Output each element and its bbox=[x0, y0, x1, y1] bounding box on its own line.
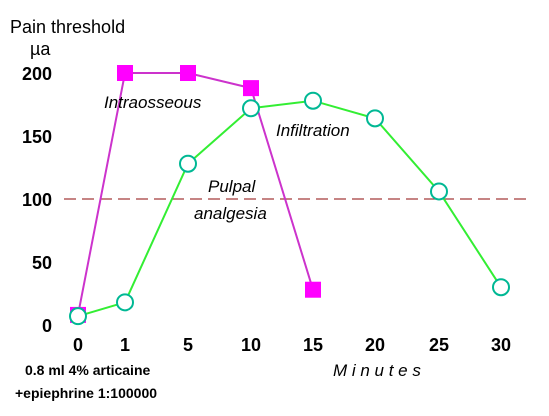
x-axis-label: M i n u t e s bbox=[333, 361, 421, 380]
series-label-infiltration: Infiltration bbox=[276, 121, 350, 140]
data-point-infiltration bbox=[492, 278, 510, 297]
data-point-intraosseous bbox=[305, 281, 321, 298]
annotation-line2: +epiephrine 1:100000 bbox=[15, 385, 157, 401]
x-tick-label: 1 bbox=[120, 335, 130, 355]
data-point-infiltration bbox=[366, 109, 384, 128]
y-tick-labels: 0 50 100 150 200 bbox=[22, 64, 52, 336]
series-label-intraosseous: Intraosseous bbox=[104, 93, 202, 112]
y-axis-label-line2: µa bbox=[30, 39, 51, 59]
x-tick-label: 10 bbox=[241, 335, 261, 355]
x-tick-label: 5 bbox=[183, 335, 193, 355]
pulpal-label-line2: analgesia bbox=[194, 204, 267, 223]
data-point-infiltration bbox=[430, 182, 448, 201]
annotation-line1: 0.8 ml 4% articaine bbox=[25, 362, 151, 378]
y-tick-label: 50 bbox=[32, 253, 52, 273]
x-tick-label: 25 bbox=[429, 335, 449, 355]
x-tick-label: 0 bbox=[73, 335, 83, 355]
y-axis-label-line1: Pain threshold bbox=[10, 17, 125, 37]
series-line-infiltration bbox=[77, 99, 502, 318]
x-tick-labels: 0 1 5 10 15 20 25 30 bbox=[73, 335, 511, 355]
data-point-infiltration bbox=[116, 293, 134, 312]
pulpal-label-line1: Pulpal bbox=[208, 177, 256, 196]
y-tick-label: 100 bbox=[22, 190, 52, 210]
x-tick-label: 20 bbox=[365, 335, 385, 355]
data-point-intraosseous bbox=[180, 65, 196, 81]
data-point-intraosseous bbox=[243, 80, 259, 97]
x-tick-label: 15 bbox=[303, 335, 323, 355]
y-tick-label: 0 bbox=[42, 316, 52, 336]
data-point-infiltration bbox=[69, 307, 87, 326]
data-point-infiltration bbox=[179, 154, 197, 173]
y-tick-label: 200 bbox=[22, 64, 52, 84]
x-tick-label: 30 bbox=[491, 335, 511, 355]
y-tick-label: 150 bbox=[22, 127, 52, 147]
data-point-infiltration bbox=[242, 99, 260, 118]
data-point-intraosseous bbox=[117, 65, 133, 81]
series-layer bbox=[69, 65, 510, 326]
data-point-infiltration bbox=[304, 91, 322, 110]
